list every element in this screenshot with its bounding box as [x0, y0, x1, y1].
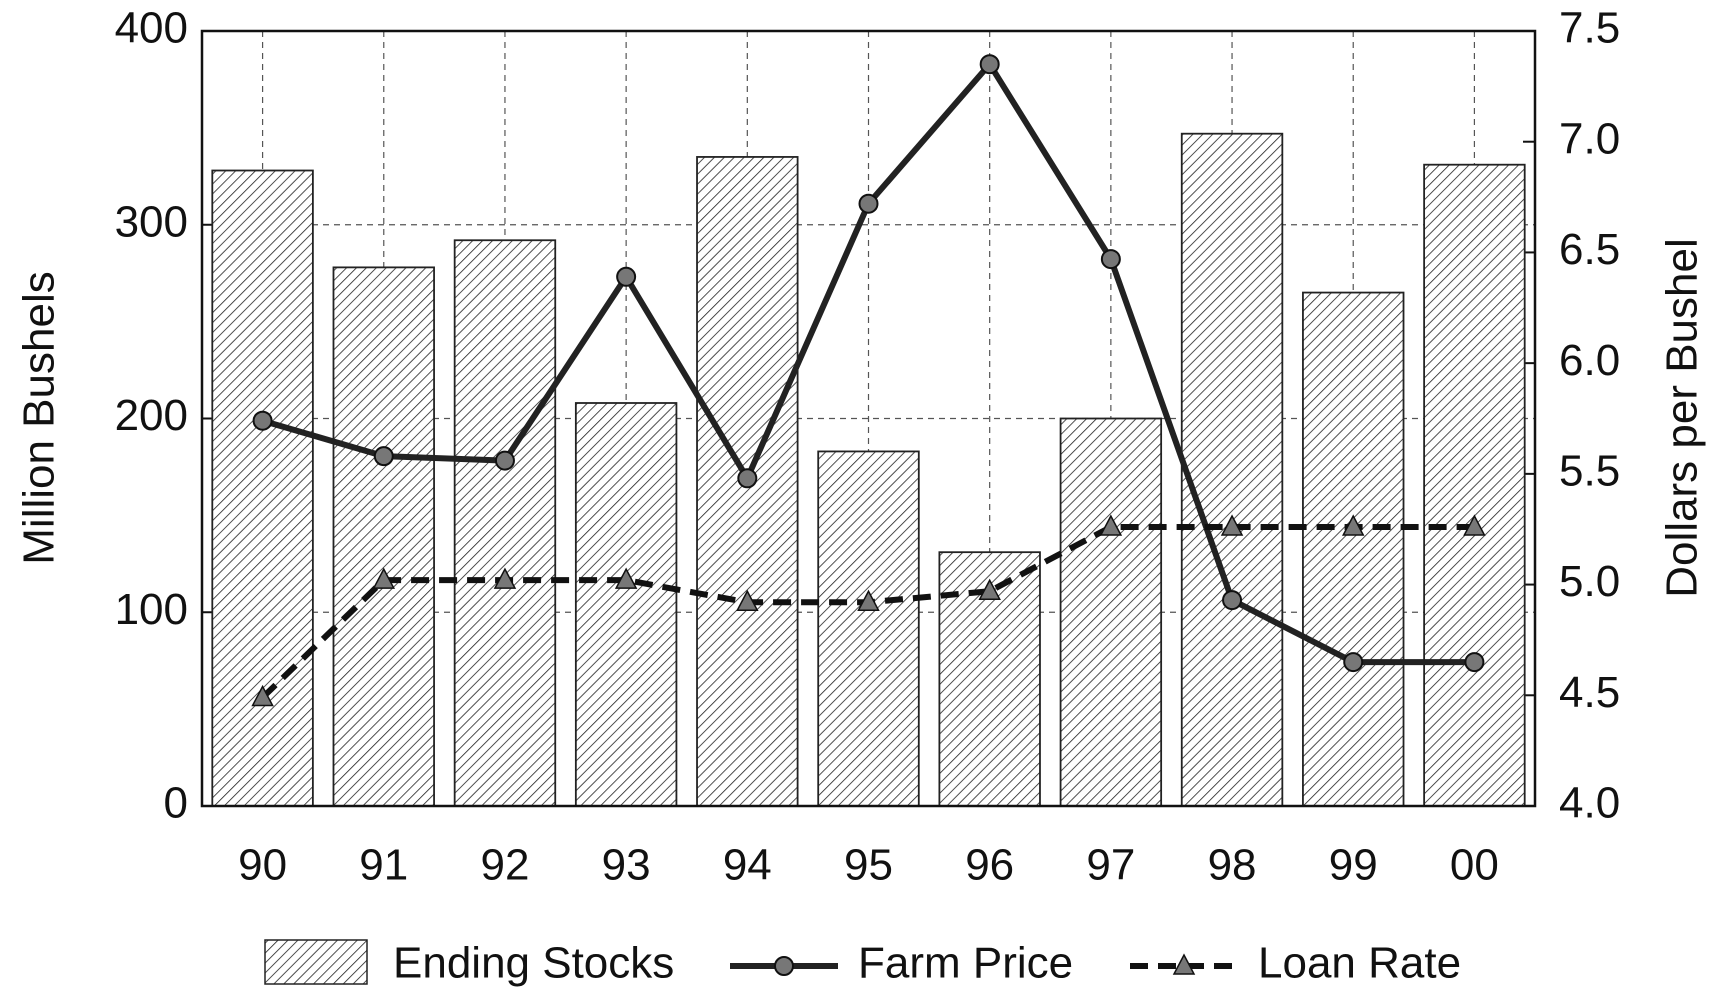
- x-tick-label: 96: [965, 841, 1014, 890]
- y2-tick-label: 4.5: [1559, 668, 1620, 717]
- bar: [211, 169, 314, 807]
- legend-label: Ending Stocks: [393, 939, 674, 987]
- bar: [817, 450, 920, 807]
- x-tick-label: 98: [1208, 841, 1257, 890]
- point: [1343, 652, 1364, 673]
- point: [1463, 514, 1486, 536]
- x-tick-label: 93: [602, 841, 651, 890]
- bar: [1180, 132, 1284, 807]
- y2-tick-label: 7.5: [1559, 4, 1620, 53]
- y2-axis-label: Dollars per Bushel: [1658, 238, 1707, 598]
- y2-tick-label: 5.0: [1559, 557, 1620, 606]
- bar: [574, 402, 678, 807]
- x-tick-label: 95: [844, 841, 893, 890]
- point: [979, 54, 1000, 75]
- point: [493, 567, 517, 589]
- legend-label: Loan Rate: [1258, 939, 1461, 987]
- point: [1222, 590, 1243, 611]
- point: [978, 578, 1001, 600]
- bar: [1059, 417, 1163, 807]
- y2-tick-label: 6.0: [1559, 336, 1620, 385]
- point: [372, 567, 396, 589]
- point: [494, 450, 515, 471]
- x-tick-label: 91: [359, 841, 408, 890]
- plot-frame: [200, 29, 1537, 808]
- y2-tick-label: 4.0: [1559, 779, 1620, 828]
- y-tick-label: 300: [115, 197, 188, 246]
- bar: [1423, 163, 1526, 807]
- point: [1099, 514, 1123, 536]
- point: [858, 193, 879, 214]
- y-axis-label: Million Bushels: [15, 271, 64, 564]
- bar: [332, 266, 435, 807]
- x-tick-label: 00: [1450, 841, 1499, 890]
- point: [614, 567, 638, 589]
- y2-tick-label: 5.5: [1559, 446, 1620, 495]
- legend-marker: [774, 956, 794, 976]
- point: [737, 468, 758, 489]
- point: [857, 589, 880, 612]
- bar: [1302, 291, 1405, 807]
- point: [1464, 652, 1485, 673]
- y2-tick-label: 7.0: [1559, 114, 1620, 163]
- x-tick-label: 90: [238, 841, 287, 890]
- x-tick-label: 92: [480, 841, 529, 890]
- point: [1220, 514, 1244, 536]
- bar: [453, 239, 557, 807]
- y-tick-label: 200: [115, 391, 188, 440]
- point: [1341, 514, 1365, 536]
- x-tick-label: 94: [723, 841, 772, 890]
- point: [252, 410, 273, 431]
- x-tick-label: 99: [1329, 841, 1378, 890]
- point: [616, 266, 637, 287]
- y2-tick-label: 6.5: [1559, 225, 1620, 274]
- point: [736, 589, 759, 612]
- y-tick-label: 100: [115, 585, 188, 634]
- legend-marker: [1172, 953, 1196, 975]
- legend-swatch: [264, 939, 368, 985]
- y-tick-label: 400: [115, 4, 188, 53]
- point: [251, 684, 274, 707]
- legend-label: Farm Price: [858, 939, 1073, 987]
- y-tick-label: 0: [164, 779, 188, 828]
- point: [1100, 249, 1121, 270]
- x-tick-label: 97: [1086, 841, 1135, 890]
- point: [373, 446, 394, 467]
